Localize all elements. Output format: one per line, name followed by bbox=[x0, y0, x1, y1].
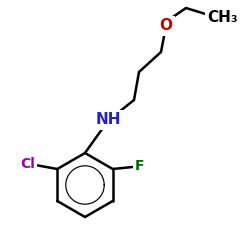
Text: CH₃: CH₃ bbox=[208, 10, 238, 26]
Text: F: F bbox=[135, 159, 144, 173]
Text: Cl: Cl bbox=[20, 157, 35, 171]
Text: NH: NH bbox=[95, 112, 121, 128]
Text: O: O bbox=[160, 18, 172, 34]
